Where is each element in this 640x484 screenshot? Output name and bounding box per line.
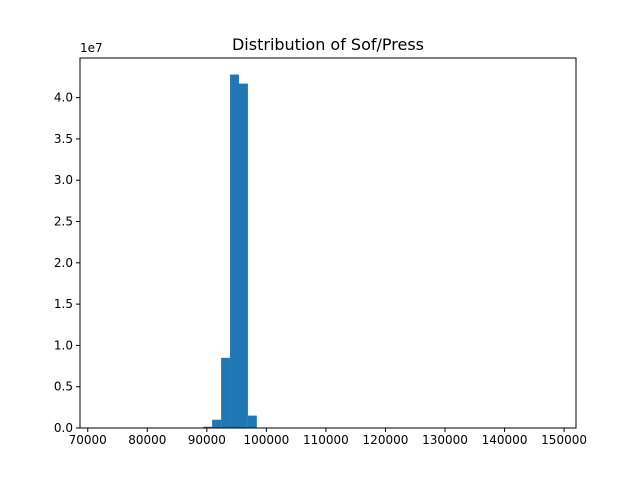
plot-frame <box>80 58 576 428</box>
y-tick-label: 3.5 <box>54 132 73 146</box>
histogram-bar <box>239 84 248 428</box>
x-tick-label: 80000 <box>128 433 166 447</box>
histogram-bar <box>248 416 257 428</box>
y-tick-label: 0.5 <box>54 380 73 394</box>
y-axis-ticks: 0.0 0.5 1.0 1.5 2.0 2.5 3.0 3.5 4.0 <box>54 91 80 435</box>
x-tick-label: 100000 <box>243 433 289 447</box>
y-tick-label: 1.0 <box>54 338 73 352</box>
x-tick-label: 140000 <box>482 433 528 447</box>
y-tick-label: 2.0 <box>54 256 73 270</box>
histogram-bar <box>212 420 221 428</box>
y-tick-label: 2.5 <box>54 215 73 229</box>
x-tick-label: 130000 <box>422 433 468 447</box>
chart-title: Distribution of Sof/Press <box>232 35 424 54</box>
bars-layer <box>203 75 266 428</box>
x-axis-ticks: 70000 80000 90000 100000 110000 120000 130000 1… <box>69 428 587 447</box>
x-tick-label: 120000 <box>363 433 409 447</box>
y-tick-label: 3.0 <box>54 173 73 187</box>
x-tick-label: 90000 <box>188 433 226 447</box>
histogram-bar <box>221 358 230 428</box>
x-tick-label: 150000 <box>541 433 587 447</box>
y-tick-label: 1.5 <box>54 297 73 311</box>
y-tick-label: 0.0 <box>54 421 73 435</box>
x-tick-label: 110000 <box>303 433 349 447</box>
histogram-bar <box>230 75 239 428</box>
y-multiplier-label: 1e7 <box>80 41 103 55</box>
x-tick-label: 70000 <box>69 433 107 447</box>
y-tick-label: 4.0 <box>54 91 73 105</box>
